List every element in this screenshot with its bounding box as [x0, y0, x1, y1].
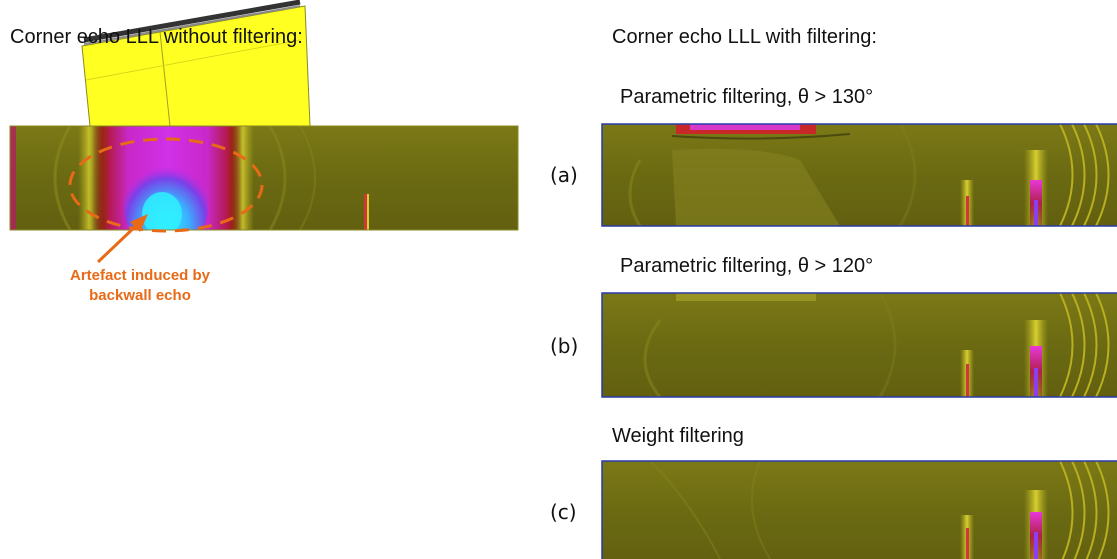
left-field-border — [9, 125, 519, 231]
panel-a-field — [602, 124, 1117, 226]
artefact-arrow-icon — [96, 214, 148, 264]
panel-c-border — [601, 460, 1117, 559]
panel-c-caption: Weight filtering — [612, 425, 744, 447]
panel-b-field — [602, 293, 1117, 397]
artefact-annotation-line2: backwall echo — [89, 287, 191, 304]
artefact-annotation: Artefact induced by backwall echo — [30, 266, 250, 306]
panel-c-field — [602, 461, 1117, 559]
panel-b-letter: (b) — [550, 334, 579, 358]
left-title: Corner echo LLL without filtering: — [10, 26, 303, 48]
artefact-annotation-line1: Artefact induced by — [69, 267, 211, 284]
left-field — [10, 126, 518, 230]
right-title: Corner echo LLL with filtering: — [612, 26, 877, 48]
artefact-outline — [68, 137, 264, 233]
panel-a-caption: Parametric filtering, θ > 130° — [620, 86, 874, 108]
panel-a-letter: (a) — [550, 163, 578, 187]
panel-b-caption: Parametric filtering, θ > 120° — [620, 255, 874, 277]
panel-a-border — [601, 123, 1117, 227]
panel-b-border — [601, 292, 1117, 398]
transducer-icon — [83, 0, 301, 45]
panel-c-letter: (c) — [550, 500, 577, 524]
